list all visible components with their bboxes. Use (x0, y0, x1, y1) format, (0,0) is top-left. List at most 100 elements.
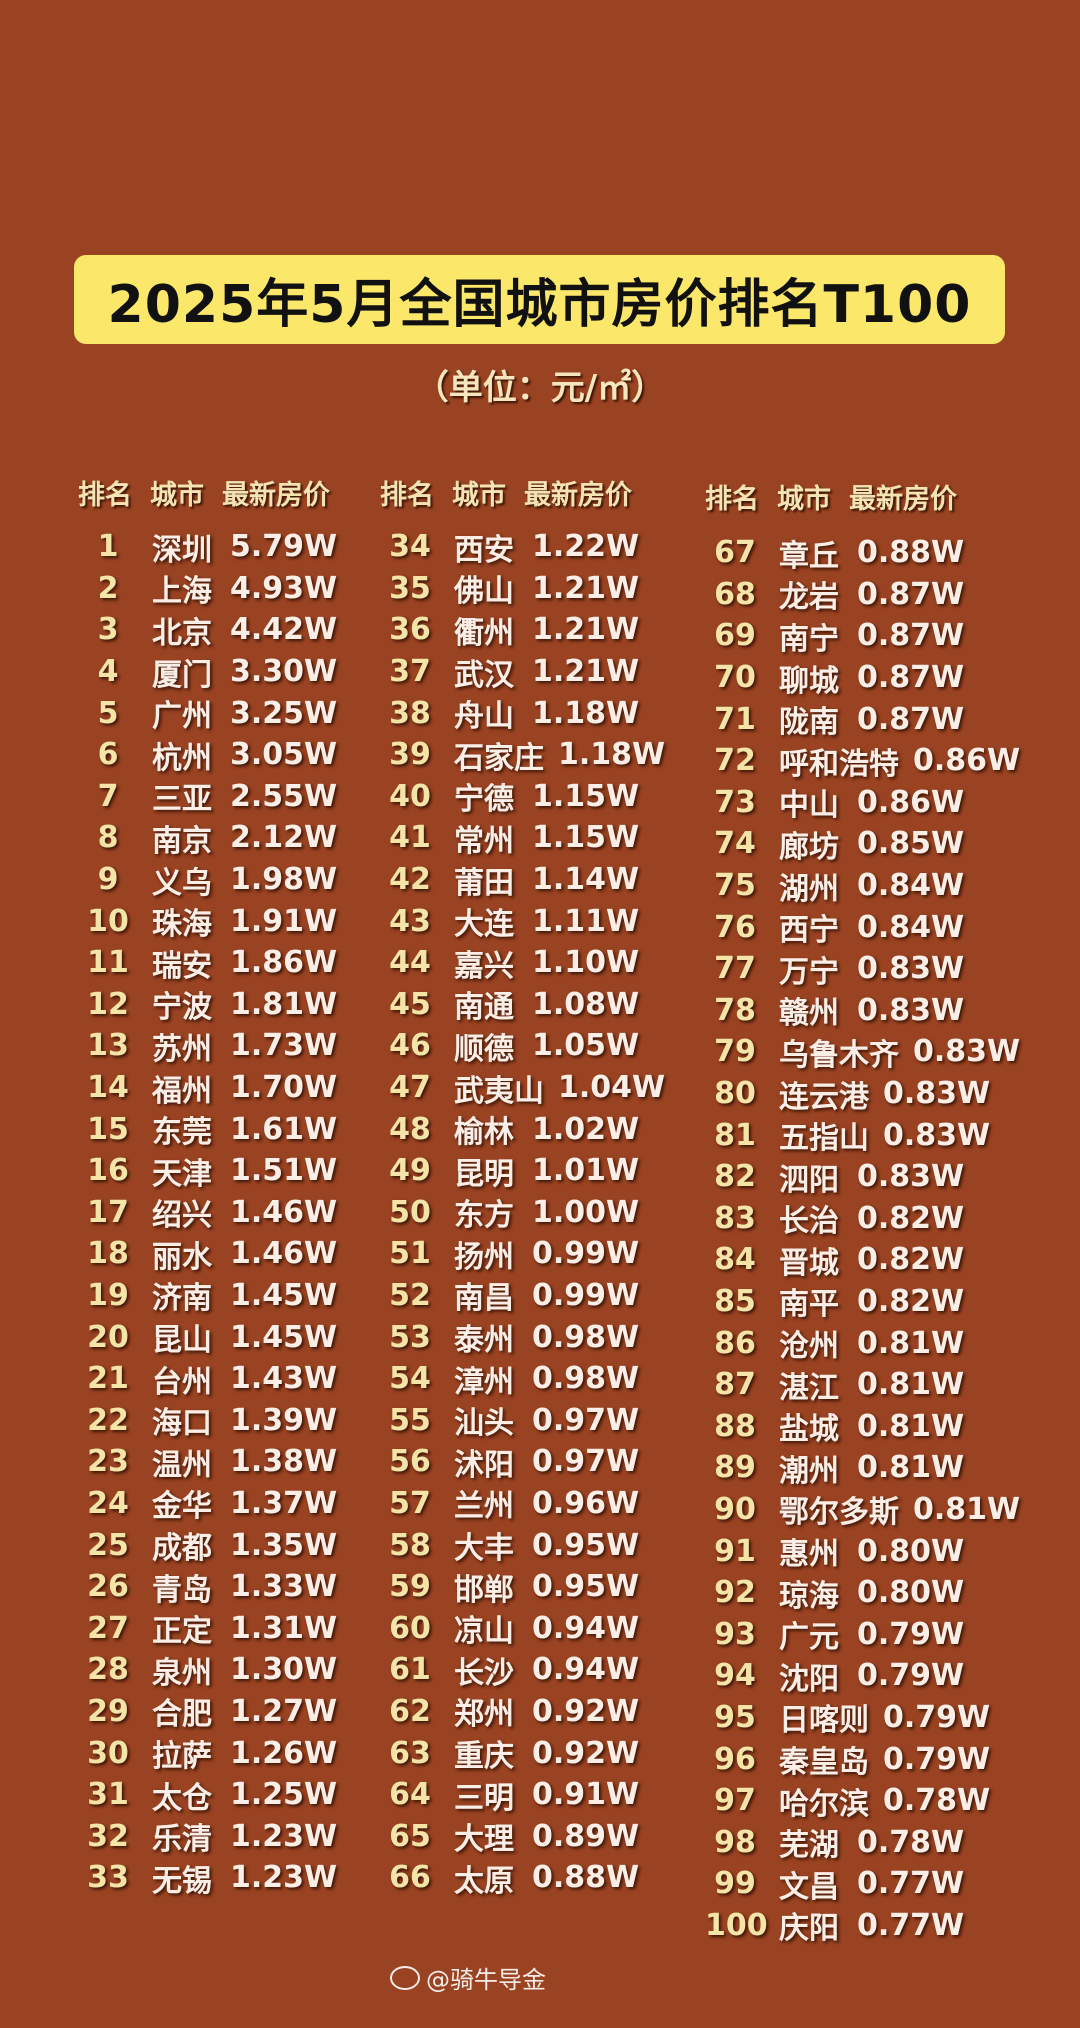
row-rank: 21 (87, 1361, 129, 1397)
row-rank: 44 (389, 945, 431, 981)
row-price: 0.82W (857, 1283, 965, 1319)
row-city: 嘉兴 (454, 948, 514, 984)
row-city: 廊坊 (779, 829, 839, 865)
row-city: 南京 (152, 823, 212, 859)
table-row: 36 衢州 1.21W (380, 609, 665, 651)
table-row: 17 绍兴 1.46W (78, 1192, 348, 1234)
table-row: 94 沈阳 0.79W (705, 1655, 1020, 1697)
column-header: 排名 城市 最新房价 (705, 474, 1020, 518)
row-city: 丽水 (152, 1239, 212, 1275)
row-city: 西宁 (779, 913, 839, 949)
row-price: 0.94W (532, 1610, 640, 1646)
row-city: 连云港 (779, 1079, 869, 1115)
row-rank: 32 (87, 1818, 129, 1854)
ranking-column-2: 排名 城市 最新房价 34 西安 1.22W 35 佛山 1.21W 36 衢州 1.21W 37 武汉 1… (380, 470, 665, 1899)
row-rank: 46 (389, 1028, 431, 1064)
row-price: 0.82W (857, 1200, 965, 1236)
row-rank: 83 (714, 1200, 756, 1236)
row-price: 0.95W (532, 1569, 640, 1605)
row-city: 榆林 (454, 1115, 514, 1151)
row-rank: 58 (389, 1527, 431, 1563)
row-rank: 76 (714, 909, 756, 945)
row-price: 1.38W (230, 1444, 338, 1480)
row-rank: 27 (87, 1610, 129, 1646)
row-city: 佛山 (454, 574, 514, 610)
row-city: 湛江 (779, 1370, 839, 1406)
table-row: 80 连云港 0.83W (705, 1073, 1020, 1115)
row-price: 0.86W (857, 784, 965, 820)
table-row: 91 惠州 0.80W (705, 1530, 1020, 1573)
row-city: 西安 (454, 532, 514, 568)
row-rank: 11 (87, 945, 129, 981)
row-price: 1.21W (532, 612, 640, 648)
row-city: 南宁 (779, 621, 839, 657)
table-row: 76 西宁 0.84W (705, 906, 1020, 949)
row-price: 0.98W (532, 1319, 640, 1355)
row-price: 0.86W (913, 743, 1021, 779)
row-city: 陇南 (779, 705, 839, 741)
row-rank: 25 (87, 1527, 129, 1563)
row-city: 宁波 (152, 990, 212, 1026)
row-price: 0.81W (857, 1408, 965, 1444)
table-row: 35 佛山 1.21W (380, 568, 665, 610)
row-city: 东莞 (152, 1115, 212, 1151)
row-price: 0.95W (532, 1527, 640, 1563)
row-rank: 8 (97, 820, 119, 856)
table-row: 92 琼海 0.80W (705, 1572, 1020, 1614)
row-city: 泗阳 (779, 1162, 839, 1198)
table-row: 59 邯郸 0.95W (380, 1566, 665, 1608)
table-row: 52 南昌 0.99W (380, 1275, 665, 1317)
row-rank: 77 (714, 951, 756, 987)
row-rank: 54 (389, 1361, 431, 1397)
table-row: 56 沭阳 0.97W (380, 1441, 665, 1483)
row-price: 0.91W (532, 1777, 640, 1813)
table-row: 85 南平 0.82W (705, 1281, 1020, 1323)
unit-label: （单位：元/㎡） (414, 368, 666, 408)
row-city: 拉萨 (152, 1739, 212, 1775)
row-price: 0.88W (857, 535, 965, 571)
row-price: 1.15W (532, 820, 640, 856)
table-row: 44 嘉兴 1.10W (380, 942, 665, 984)
row-rank: 22 (87, 1402, 129, 1438)
table-row: 10 珠海 1.91W (78, 900, 348, 943)
table-row: 41 常州 1.15W (380, 817, 665, 859)
row-price: 1.46W (230, 1194, 338, 1230)
row-city: 厦门 (152, 657, 212, 693)
row-rank: 64 (389, 1777, 431, 1813)
table-row: 55 汕头 0.97W (380, 1399, 665, 1442)
row-city: 瑞安 (152, 948, 212, 984)
row-rank: 86 (714, 1325, 756, 1361)
header-rank: 排名 (705, 483, 759, 515)
row-rank: 75 (714, 868, 756, 904)
table-row: 50 东方 1.00W (380, 1192, 665, 1234)
table-row: 71 陇南 0.87W (705, 698, 1020, 741)
row-price: 1.37W (230, 1485, 338, 1521)
table-row: 42 莆田 1.14W (380, 859, 665, 901)
row-price: 0.89W (532, 1818, 640, 1854)
row-city: 石家庄 (454, 740, 544, 776)
row-price: 0.83W (913, 1034, 1021, 1070)
row-rank: 7 (97, 778, 119, 814)
row-city: 武汉 (454, 657, 514, 693)
row-city: 惠州 (779, 1537, 839, 1573)
row-rank: 38 (389, 695, 431, 731)
row-price: 0.83W (883, 1117, 991, 1153)
row-city: 珠海 (152, 907, 212, 943)
row-city: 潮州 (779, 1453, 839, 1489)
row-rank: 5 (97, 695, 119, 731)
row-city: 五指山 (779, 1121, 869, 1157)
row-city: 郑州 (454, 1697, 514, 1733)
table-row: 11 瑞安 1.86W (78, 942, 348, 984)
title-banner: 2025年5月全国城市房价排名T100 (74, 255, 1005, 344)
table-row: 57 兰州 0.96W (380, 1483, 665, 1525)
row-city: 三亚 (152, 782, 212, 818)
row-city: 中山 (779, 788, 839, 824)
row-rank: 71 (714, 701, 756, 737)
row-city: 武夷山 (454, 1073, 544, 1109)
row-price: 1.70W (230, 1070, 338, 1106)
table-row: 33 无锡 1.23W (78, 1857, 348, 1899)
page-title: 2025年5月全国城市房价排名T100 (107, 275, 972, 335)
row-city: 盐城 (779, 1412, 839, 1448)
row-city: 芜湖 (779, 1828, 839, 1864)
row-price: 1.27W (230, 1693, 338, 1729)
